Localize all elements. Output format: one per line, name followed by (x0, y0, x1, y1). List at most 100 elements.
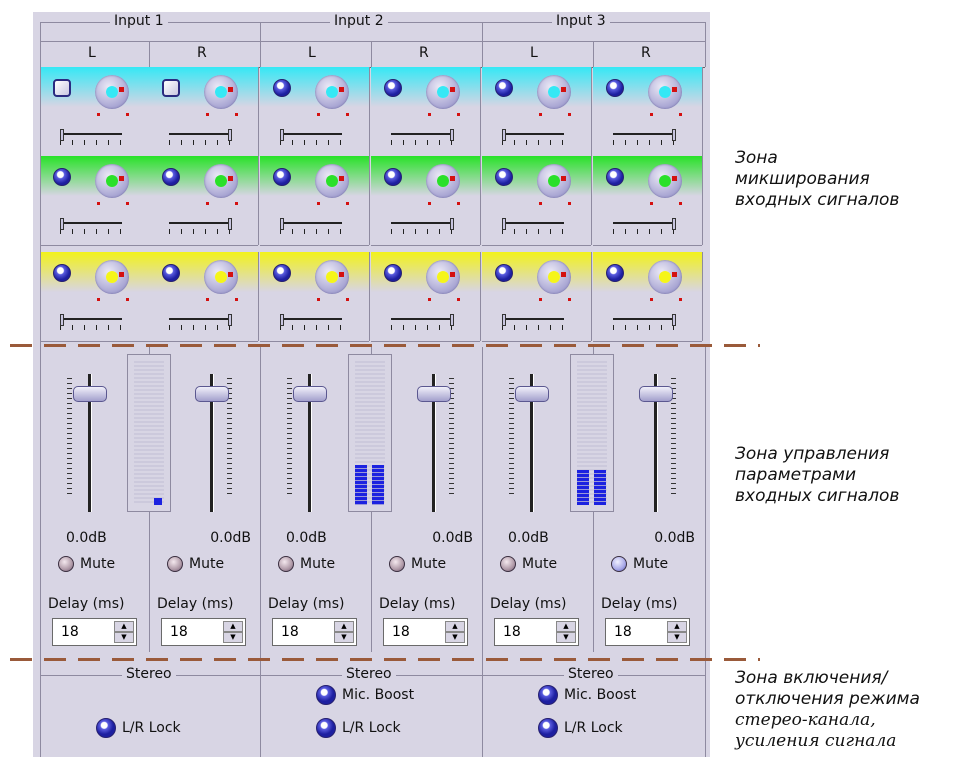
spin-down-icon[interactable]: ▼ (667, 632, 687, 643)
fader-thumb[interactable] (417, 386, 451, 402)
knob-max-mark (457, 298, 460, 301)
mix-balance-slider[interactable] (500, 216, 568, 236)
lr-lock-toggle[interactable] (316, 718, 336, 738)
mix-enable-toggle[interactable] (162, 79, 180, 97)
mix-enable-toggle[interactable] (53, 168, 71, 186)
mute-label: Mute (80, 556, 116, 572)
slider-thumb[interactable] (450, 218, 454, 230)
spin-up-icon[interactable]: ▲ (667, 621, 687, 632)
delay-spinbox[interactable]: 18 ▲ ▼ (494, 618, 579, 646)
fader-thumb[interactable] (195, 386, 229, 402)
slider-thumb[interactable] (60, 314, 64, 326)
mute-button[interactable] (167, 556, 183, 572)
mix-enable-toggle[interactable] (273, 79, 291, 97)
fader-thumb[interactable] (515, 386, 549, 402)
slider-thumb[interactable] (228, 129, 232, 141)
volume-fader[interactable] (633, 364, 677, 514)
mix-enable-toggle[interactable] (53, 79, 71, 97)
spin-down-icon[interactable]: ▼ (114, 632, 134, 643)
mix-balance-slider[interactable] (611, 312, 679, 332)
slider-thumb[interactable] (502, 129, 506, 141)
mix-balance-slider[interactable] (500, 312, 568, 332)
mix-enable-toggle[interactable] (606, 168, 624, 186)
mix-enable-toggle[interactable] (495, 79, 513, 97)
mix-enable-toggle[interactable] (273, 264, 291, 282)
spin-up-icon[interactable]: ▲ (334, 621, 354, 632)
knob-pointer-icon (561, 272, 566, 277)
delay-spinbox[interactable]: 18 ▲ ▼ (272, 618, 357, 646)
volume-fader[interactable] (411, 364, 455, 514)
slider-thumb[interactable] (228, 314, 232, 326)
mix-balance-slider[interactable] (500, 127, 568, 147)
slider-thumb[interactable] (280, 129, 284, 141)
mix-enable-toggle[interactable] (606, 79, 624, 97)
spin-down-icon[interactable]: ▼ (334, 632, 354, 643)
spin-up-icon[interactable]: ▲ (114, 621, 134, 632)
delay-label: Delay (ms) (48, 596, 125, 612)
mix-enable-toggle[interactable] (162, 264, 180, 282)
slider-thumb[interactable] (280, 218, 284, 230)
mix-balance-slider[interactable] (611, 127, 679, 147)
spin-down-icon[interactable]: ▼ (556, 632, 576, 643)
slider-thumb[interactable] (60, 129, 64, 141)
lr-lock-toggle[interactable] (538, 718, 558, 738)
mix-enable-toggle[interactable] (384, 79, 402, 97)
slider-thumb[interactable] (672, 218, 676, 230)
delay-spinbox[interactable]: 18 ▲ ▼ (161, 618, 246, 646)
slider-thumb[interactable] (60, 218, 64, 230)
volume-fader[interactable] (189, 364, 233, 514)
fader-thumb[interactable] (293, 386, 327, 402)
volume-fader[interactable] (509, 364, 553, 514)
mute-button[interactable] (278, 556, 294, 572)
mix-balance-slider[interactable] (278, 216, 346, 236)
delay-spinbox[interactable]: 18 ▲ ▼ (52, 618, 137, 646)
spin-up-icon[interactable]: ▲ (223, 621, 243, 632)
mix-enable-toggle[interactable] (273, 168, 291, 186)
mix-enable-toggle[interactable] (162, 168, 180, 186)
mix-balance-slider[interactable] (167, 127, 235, 147)
mic-boost-toggle[interactable] (538, 685, 558, 705)
mix-balance-slider[interactable] (389, 312, 457, 332)
mix-enable-toggle[interactable] (53, 264, 71, 282)
spin-up-icon[interactable]: ▲ (556, 621, 576, 632)
mic-boost-toggle[interactable] (316, 685, 336, 705)
volume-fader[interactable] (67, 364, 111, 514)
fader-thumb[interactable] (73, 386, 107, 402)
mix-balance-slider[interactable] (611, 216, 679, 236)
slider-thumb[interactable] (502, 314, 506, 326)
slider-thumb[interactable] (672, 129, 676, 141)
slider-thumb[interactable] (450, 314, 454, 326)
mix-balance-slider[interactable] (58, 312, 126, 332)
mix-enable-toggle[interactable] (384, 264, 402, 282)
mute-button[interactable] (58, 556, 74, 572)
mix-balance-slider[interactable] (167, 216, 235, 236)
volume-fader[interactable] (287, 364, 331, 514)
mix-enable-toggle[interactable] (384, 168, 402, 186)
mix-balance-slider[interactable] (389, 216, 457, 236)
spin-up-icon[interactable]: ▲ (445, 621, 465, 632)
mix-balance-slider[interactable] (167, 312, 235, 332)
fader-thumb[interactable] (639, 386, 673, 402)
mix-balance-slider[interactable] (278, 312, 346, 332)
mute-button[interactable] (389, 556, 405, 572)
slider-thumb[interactable] (228, 218, 232, 230)
mix-balance-slider[interactable] (278, 127, 346, 147)
slider-thumb[interactable] (502, 218, 506, 230)
slider-thumb[interactable] (672, 314, 676, 326)
spin-down-icon[interactable]: ▼ (223, 632, 243, 643)
slider-thumb[interactable] (450, 129, 454, 141)
mix-enable-toggle[interactable] (606, 264, 624, 282)
channel-label-4: R (419, 45, 429, 61)
delay-spinbox[interactable]: 18 ▲ ▼ (383, 618, 468, 646)
mix-balance-slider[interactable] (58, 216, 126, 236)
mute-button[interactable] (611, 556, 627, 572)
mix-balance-slider[interactable] (389, 127, 457, 147)
slider-thumb[interactable] (280, 314, 284, 326)
delay-spinbox[interactable]: 18 ▲ ▼ (605, 618, 690, 646)
mix-balance-slider[interactable] (58, 127, 126, 147)
lr-lock-toggle[interactable] (96, 718, 116, 738)
spin-down-icon[interactable]: ▼ (445, 632, 465, 643)
mix-enable-toggle[interactable] (495, 264, 513, 282)
mix-enable-toggle[interactable] (495, 168, 513, 186)
mute-button[interactable] (500, 556, 516, 572)
